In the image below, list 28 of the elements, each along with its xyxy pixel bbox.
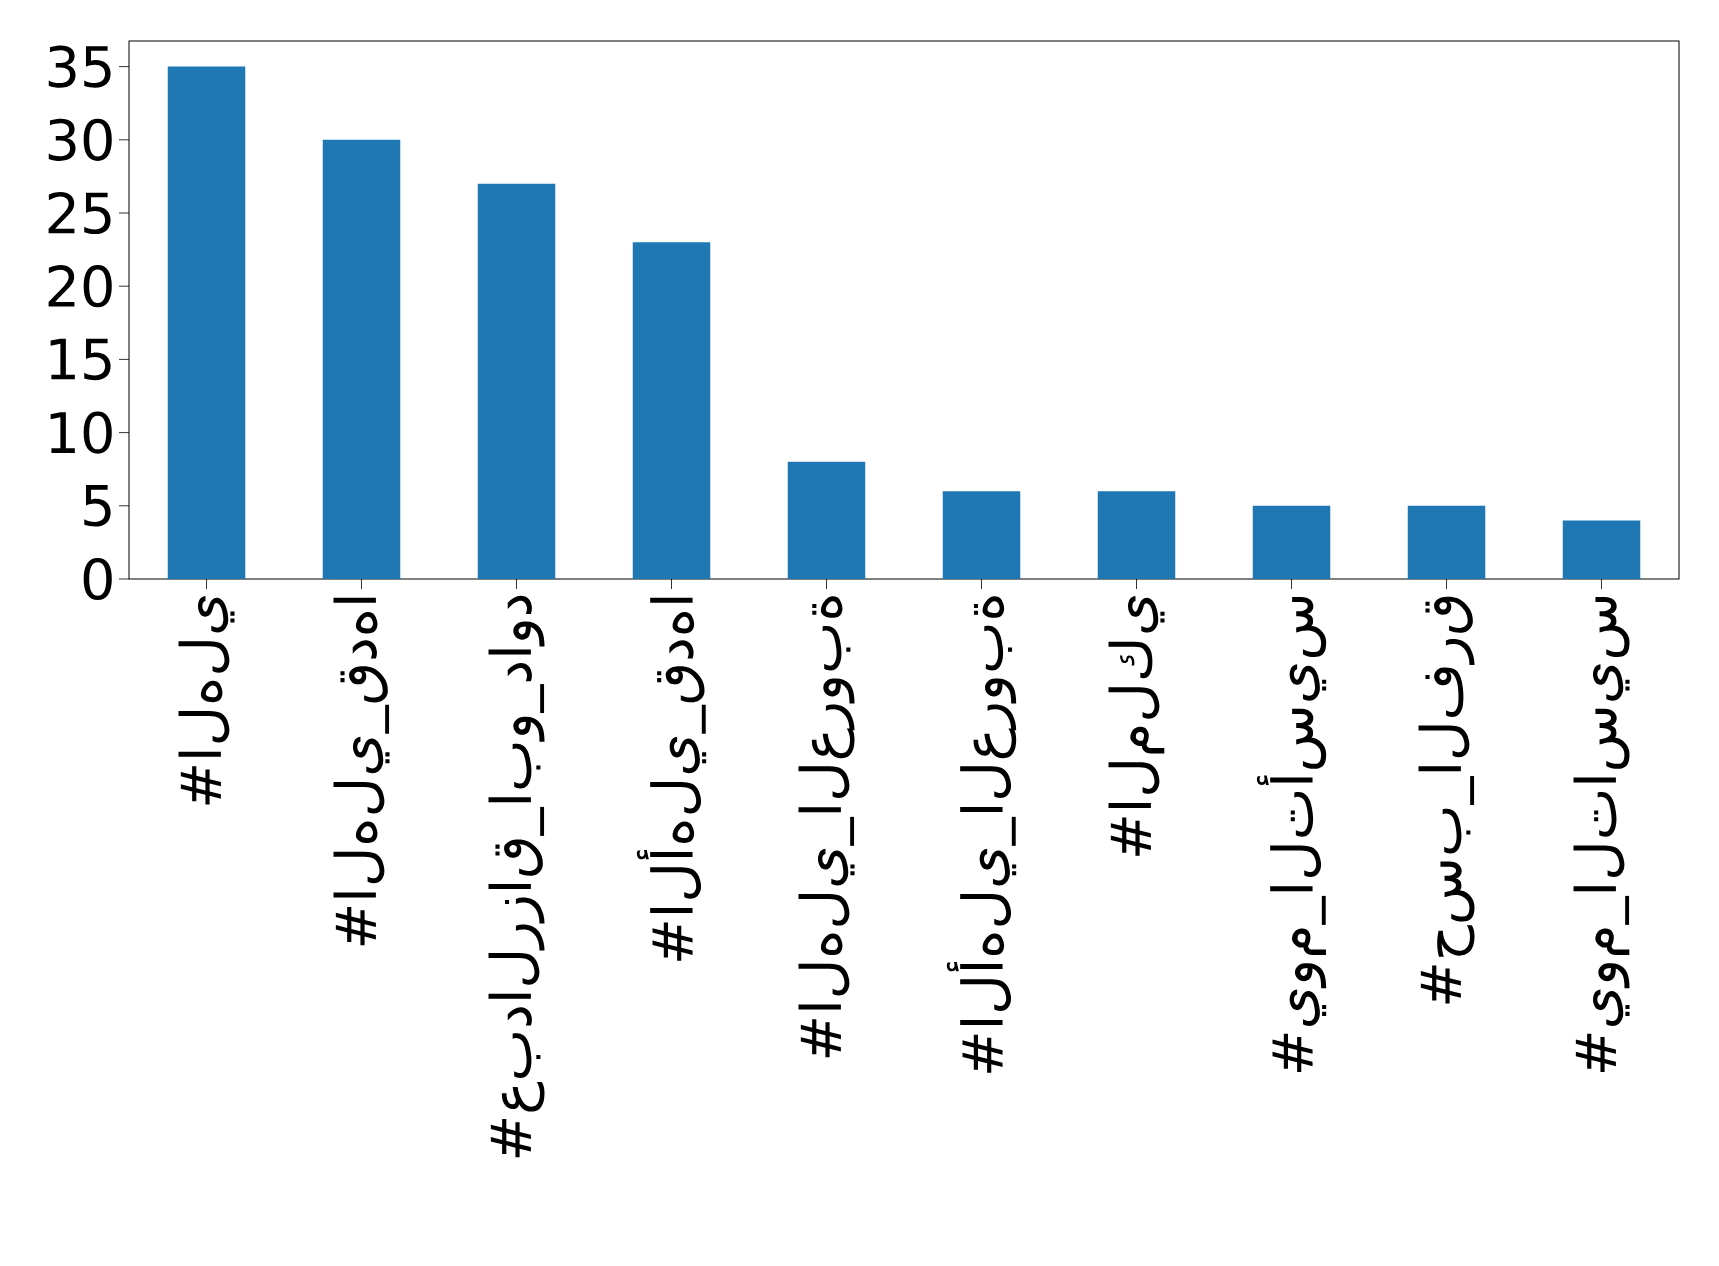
x-tick-label: #الأهلي_قدها xyxy=(636,597,707,961)
x-tick-label: #الهلي_قدها xyxy=(333,597,390,946)
y-tick-label: 10 xyxy=(50,411,112,454)
y-tick-label: 0 xyxy=(83,557,112,601)
bar xyxy=(477,183,556,579)
bar xyxy=(1252,505,1331,579)
x-tick-label: #عبدالرزاق_ابو_داود xyxy=(488,595,545,1158)
x-tick-label: #الهلي_العروبة xyxy=(798,596,855,1058)
x-tick-label: #الملكي xyxy=(1108,596,1165,856)
x-tick-label: #الهلي xyxy=(178,596,235,805)
x-tick-label: #الأهلي_العروبة xyxy=(946,596,1017,1073)
bar xyxy=(1097,491,1176,579)
y-tick-label: 30 xyxy=(48,118,112,161)
bar xyxy=(167,66,246,579)
y-tick-label: 15 xyxy=(50,338,111,381)
x-tick-label: #يوم_التاسيس xyxy=(1573,597,1630,1072)
y-tick-label: 35 xyxy=(48,45,111,88)
bar xyxy=(942,491,1021,579)
y-tick-label: 5 xyxy=(84,485,111,527)
bar xyxy=(787,461,866,579)
bar xyxy=(1407,505,1486,579)
y-tick-label: 25 xyxy=(48,191,111,235)
y-tick-label: 20 xyxy=(48,265,112,308)
x-tick-label: #يوم_التأسيس xyxy=(1256,597,1327,1072)
bar xyxy=(1562,520,1641,579)
x-tick-label: #حسب_الفرق xyxy=(1418,596,1475,1004)
bar xyxy=(322,139,401,579)
bar xyxy=(632,242,711,579)
